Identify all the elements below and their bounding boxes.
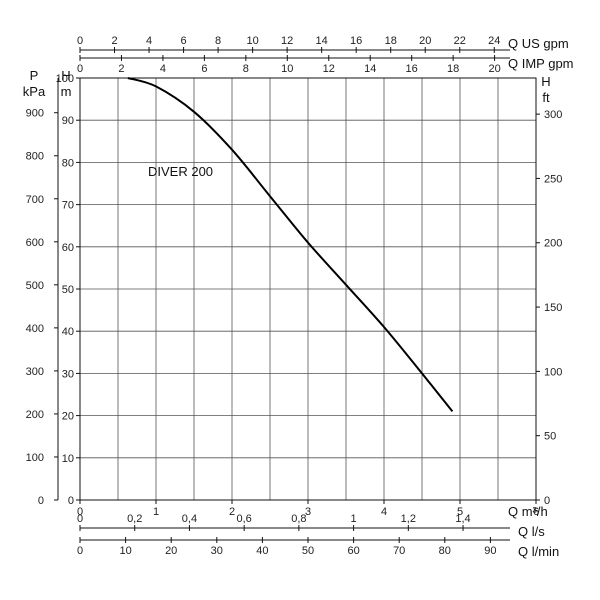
imp-gpm-axis-tick-label: 10 [281, 63, 293, 75]
x-axis-tick-label: 1 [153, 506, 159, 518]
ft-axis-tick-label: 250 [544, 173, 562, 185]
lmin-axis-tick-label: 80 [439, 545, 451, 557]
h-axis-tick-label: 30 [62, 368, 74, 380]
lmin-axis-tick-label: 0 [77, 545, 83, 557]
us-gpm-axis-tick-label: 10 [246, 35, 258, 47]
ls-axis-tick-label: 1,4 [455, 513, 470, 525]
p-axis-tick-label: 300 [26, 366, 44, 378]
ls-axis-tick-label: 0,6 [237, 513, 252, 525]
p-axis-tick-label: 800 [26, 151, 44, 163]
imp-gpm-axis-tick-label: 20 [488, 63, 500, 75]
imp-gpm-axis-tick-label: 16 [406, 63, 418, 75]
ft-axis-tick-label: 50 [544, 431, 556, 443]
ls-axis-tick-label: 0 [77, 513, 83, 525]
p-axis-tick-label: 500 [26, 280, 44, 292]
x-axis-tick-label: 5 [457, 506, 463, 518]
us-gpm-axis-title: Q US gpm [508, 36, 569, 51]
p-axis-tick-label: 700 [26, 194, 44, 206]
ls-axis-tick-label: 1 [351, 513, 357, 525]
imp-gpm-axis-tick-label: 14 [364, 63, 376, 75]
ls-axis-tick-label: 0,8 [291, 513, 306, 525]
p-axis-tick-label: 200 [26, 409, 44, 421]
ft-axis-unit: ft [542, 90, 550, 105]
us-gpm-axis-tick-label: 14 [316, 35, 328, 47]
h-axis-tick-label: 0 [68, 495, 74, 507]
us-gpm-axis-tick-label: 18 [385, 35, 397, 47]
series [127, 77, 454, 413]
x-axis-tick-label: 4 [381, 506, 387, 518]
lmin-axis-tick-label: 10 [119, 545, 131, 557]
imp-gpm-axis-tick-label: 2 [118, 63, 124, 75]
x-axis-tick-label: 6 [533, 506, 539, 518]
lmin-axis-tick-label: 30 [211, 545, 223, 557]
us-gpm-axis-tick-label: 4 [146, 35, 152, 47]
us-gpm-axis-tick-label: 20 [419, 35, 431, 47]
ft-axis-tick-label: 100 [544, 366, 562, 378]
us-gpm-axis-tick-label: 16 [350, 35, 362, 47]
x-axis-tick-label: 2 [229, 506, 235, 518]
curve-label: DIVER 200 [148, 164, 213, 179]
ft-axis-title: H [541, 74, 550, 89]
axis-titles: P kPa H m H ft Q US gpm Q IMP gpm Q m³/h… [23, 36, 574, 559]
series-line-diver-200 [127, 77, 454, 413]
x-axis-title: Q m³/h [508, 504, 548, 519]
us-gpm-axis-tick-label: 8 [215, 35, 221, 47]
h-axis-tick-label: 60 [62, 242, 74, 254]
lmin-axis-tick-label: 90 [484, 545, 496, 557]
us-gpm-axis-tick-label: 24 [488, 35, 500, 47]
p-axis-tick-label: 400 [26, 323, 44, 335]
imp-gpm-axis-tick-label: 4 [160, 63, 166, 75]
ft-axis-tick-label: 0 [544, 495, 550, 507]
us-gpm-axis-tick-label: 0 [77, 35, 83, 47]
us-gpm-axis-tick-label: 22 [454, 35, 466, 47]
p-axis-tick-label: 100 [26, 452, 44, 464]
x-axis-tick-label: 3 [305, 506, 311, 518]
imp-gpm-axis-tick-label: 0 [77, 63, 83, 75]
lmin-axis-tick-label: 40 [256, 545, 268, 557]
ft-axis-tick-label: 300 [544, 109, 562, 121]
h-axis-tick-label: 70 [62, 200, 74, 212]
us-gpm-axis-tick-label: 12 [281, 35, 293, 47]
imp-gpm-axis-tick-label: 18 [447, 63, 459, 75]
h-axis-tick-label: 90 [62, 115, 74, 127]
ls-axis-tick-label: 0,2 [127, 513, 142, 525]
p-axis-unit: kPa [23, 84, 46, 99]
h-axis-tick-label: 80 [62, 157, 74, 169]
p-axis-tick-label: 600 [26, 237, 44, 249]
imp-gpm-axis-tick-label: 12 [323, 63, 335, 75]
lmin-axis-title: Q l/min [518, 544, 559, 559]
lmin-axis-tick-label: 70 [393, 545, 405, 557]
x-axis-tick-label: 0 [77, 506, 83, 518]
h-axis-tick-label: 50 [62, 284, 74, 296]
ft-axis-tick-label: 150 [544, 302, 562, 314]
h-axis-title: H [61, 68, 70, 83]
lmin-axis-tick-label: 20 [165, 545, 177, 557]
h-axis-tick-label: 100 [56, 73, 74, 85]
grid [80, 78, 536, 500]
axes: 0102030405060708090100010020030040050060… [26, 35, 563, 557]
h-axis-unit: m [61, 84, 72, 99]
p-axis-title: P [30, 68, 39, 83]
ft-axis-tick-label: 200 [544, 238, 562, 250]
imp-gpm-axis-tick-label: 6 [201, 63, 207, 75]
p-axis-tick-label: 900 [26, 108, 44, 120]
imp-gpm-axis-title: Q IMP gpm [508, 56, 574, 71]
ls-axis-title: Q l/s [518, 524, 545, 539]
p-axis-tick-label: 0 [38, 495, 44, 507]
us-gpm-axis-tick-label: 6 [181, 35, 187, 47]
lmin-axis-tick-label: 60 [347, 545, 359, 557]
ls-axis-tick-label: 0,4 [182, 513, 197, 525]
lmin-axis-tick-label: 50 [302, 545, 314, 557]
us-gpm-axis-tick-label: 2 [111, 35, 117, 47]
imp-gpm-axis-tick-label: 8 [243, 63, 249, 75]
ls-axis-tick-label: 1,2 [401, 513, 416, 525]
h-axis-tick-label: 10 [62, 453, 74, 465]
h-axis-tick-label: 40 [62, 326, 74, 338]
h-axis-tick-label: 20 [62, 411, 74, 423]
